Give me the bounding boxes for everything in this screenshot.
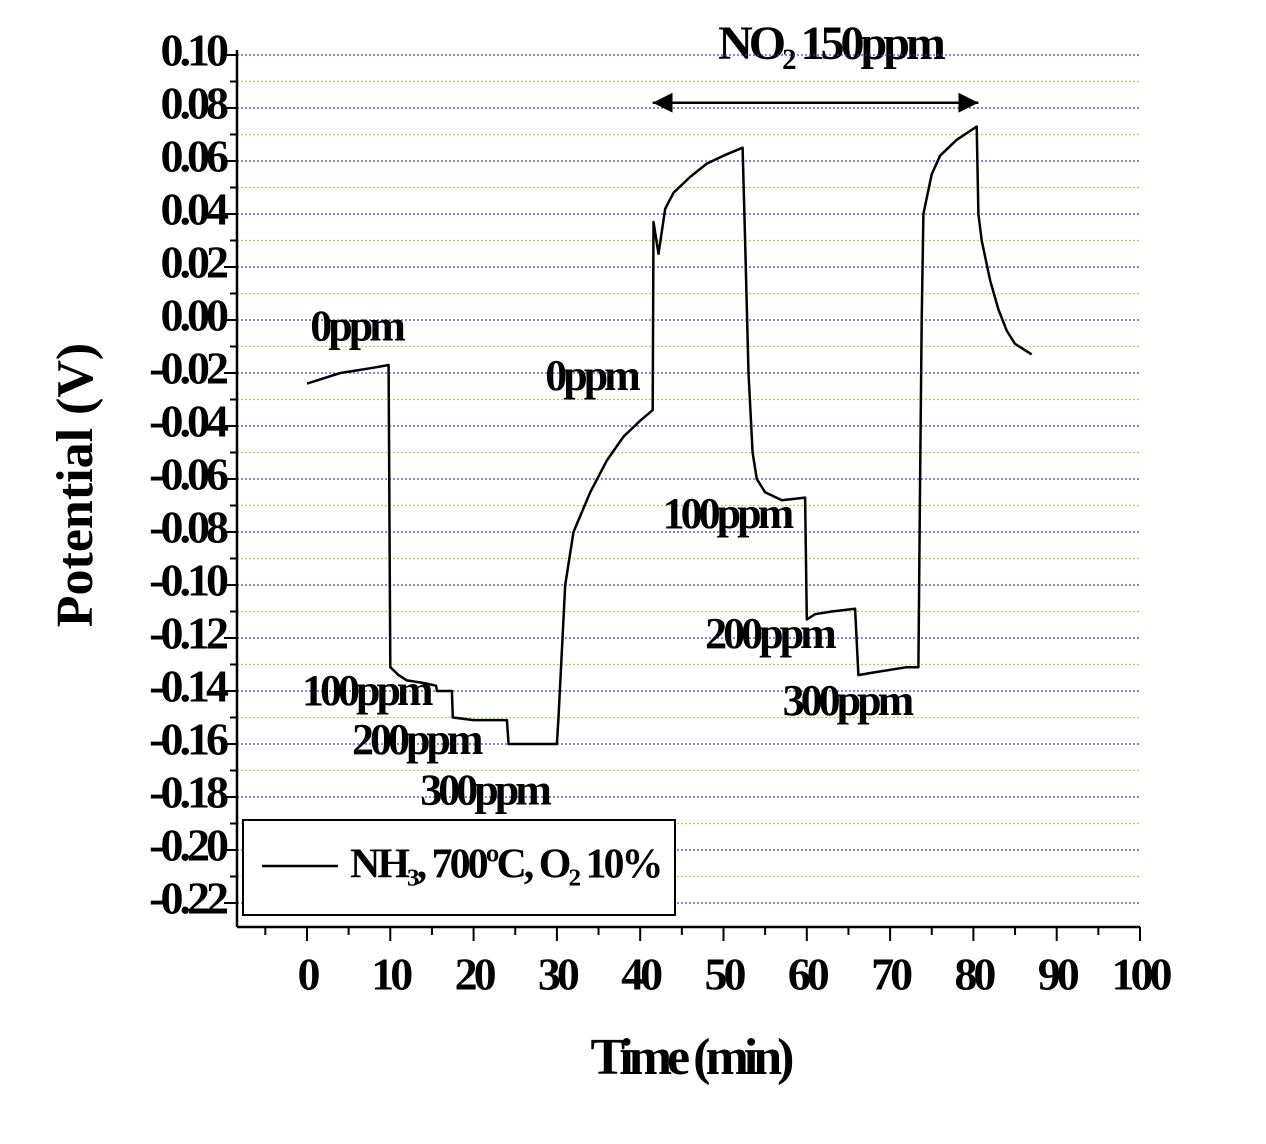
x-tick-label: 50 [704,949,745,1000]
x-tick-label: 60 [788,949,829,1000]
x-tick-label: 30 [538,949,579,1000]
x-tick-label: 100 [1112,949,1172,1000]
legend-box [242,819,676,916]
annotation: 0ppm [310,302,405,351]
annotation: 100ppm [302,666,433,715]
y-tick-label: -0.10 [149,555,228,606]
annotation: 200ppm [352,715,483,764]
y-tick-label: -0.06 [149,449,228,500]
x-tick-label: 40 [621,949,662,1000]
y-tick-label: 0.00 [161,290,229,341]
y-tick-label: 0.02 [161,237,229,288]
y-tick-label: 0.06 [161,131,229,182]
y-tick-label: -0.16 [149,714,228,765]
annotation: 100ppm [663,489,794,538]
x-tick-label: 0 [297,949,319,1000]
y-tick-label: 0.10 [161,25,229,76]
y-tick-label: 0.08 [161,78,229,129]
y-tick-label: -0.20 [149,820,228,871]
y-tick-label: -0.04 [149,396,229,447]
y-tick-label: 0.04 [161,184,230,235]
y-axis-label: Potential (V) [47,343,104,627]
x-tick-label: 10 [371,949,412,1000]
chart-title: NO₂ 150ppm [718,17,946,70]
data-line [306,125,1033,746]
annotation: 300ppm [783,676,914,725]
annotation: 200ppm [705,609,836,658]
x-tick-label: 70 [871,949,912,1000]
annotation: 0ppm [545,351,640,400]
x-axis-label: Time (min) [591,1029,794,1086]
y-tick-label: -0.22 [149,873,228,924]
x-tick-label: 90 [1038,949,1079,1000]
annotation: 300ppm [420,765,551,814]
legend-label: NH₃, 700ºC, O₂ 10% [350,842,661,888]
y-tick-label: -0.08 [149,502,228,553]
y-tick-label: -0.02 [149,343,228,394]
x-tick-label: 20 [455,949,496,1000]
x-tick-label: 80 [954,949,995,1000]
y-tick-label: -0.18 [149,767,228,818]
y-tick-label: -0.14 [149,661,229,712]
y-tick-label: -0.12 [149,608,228,659]
